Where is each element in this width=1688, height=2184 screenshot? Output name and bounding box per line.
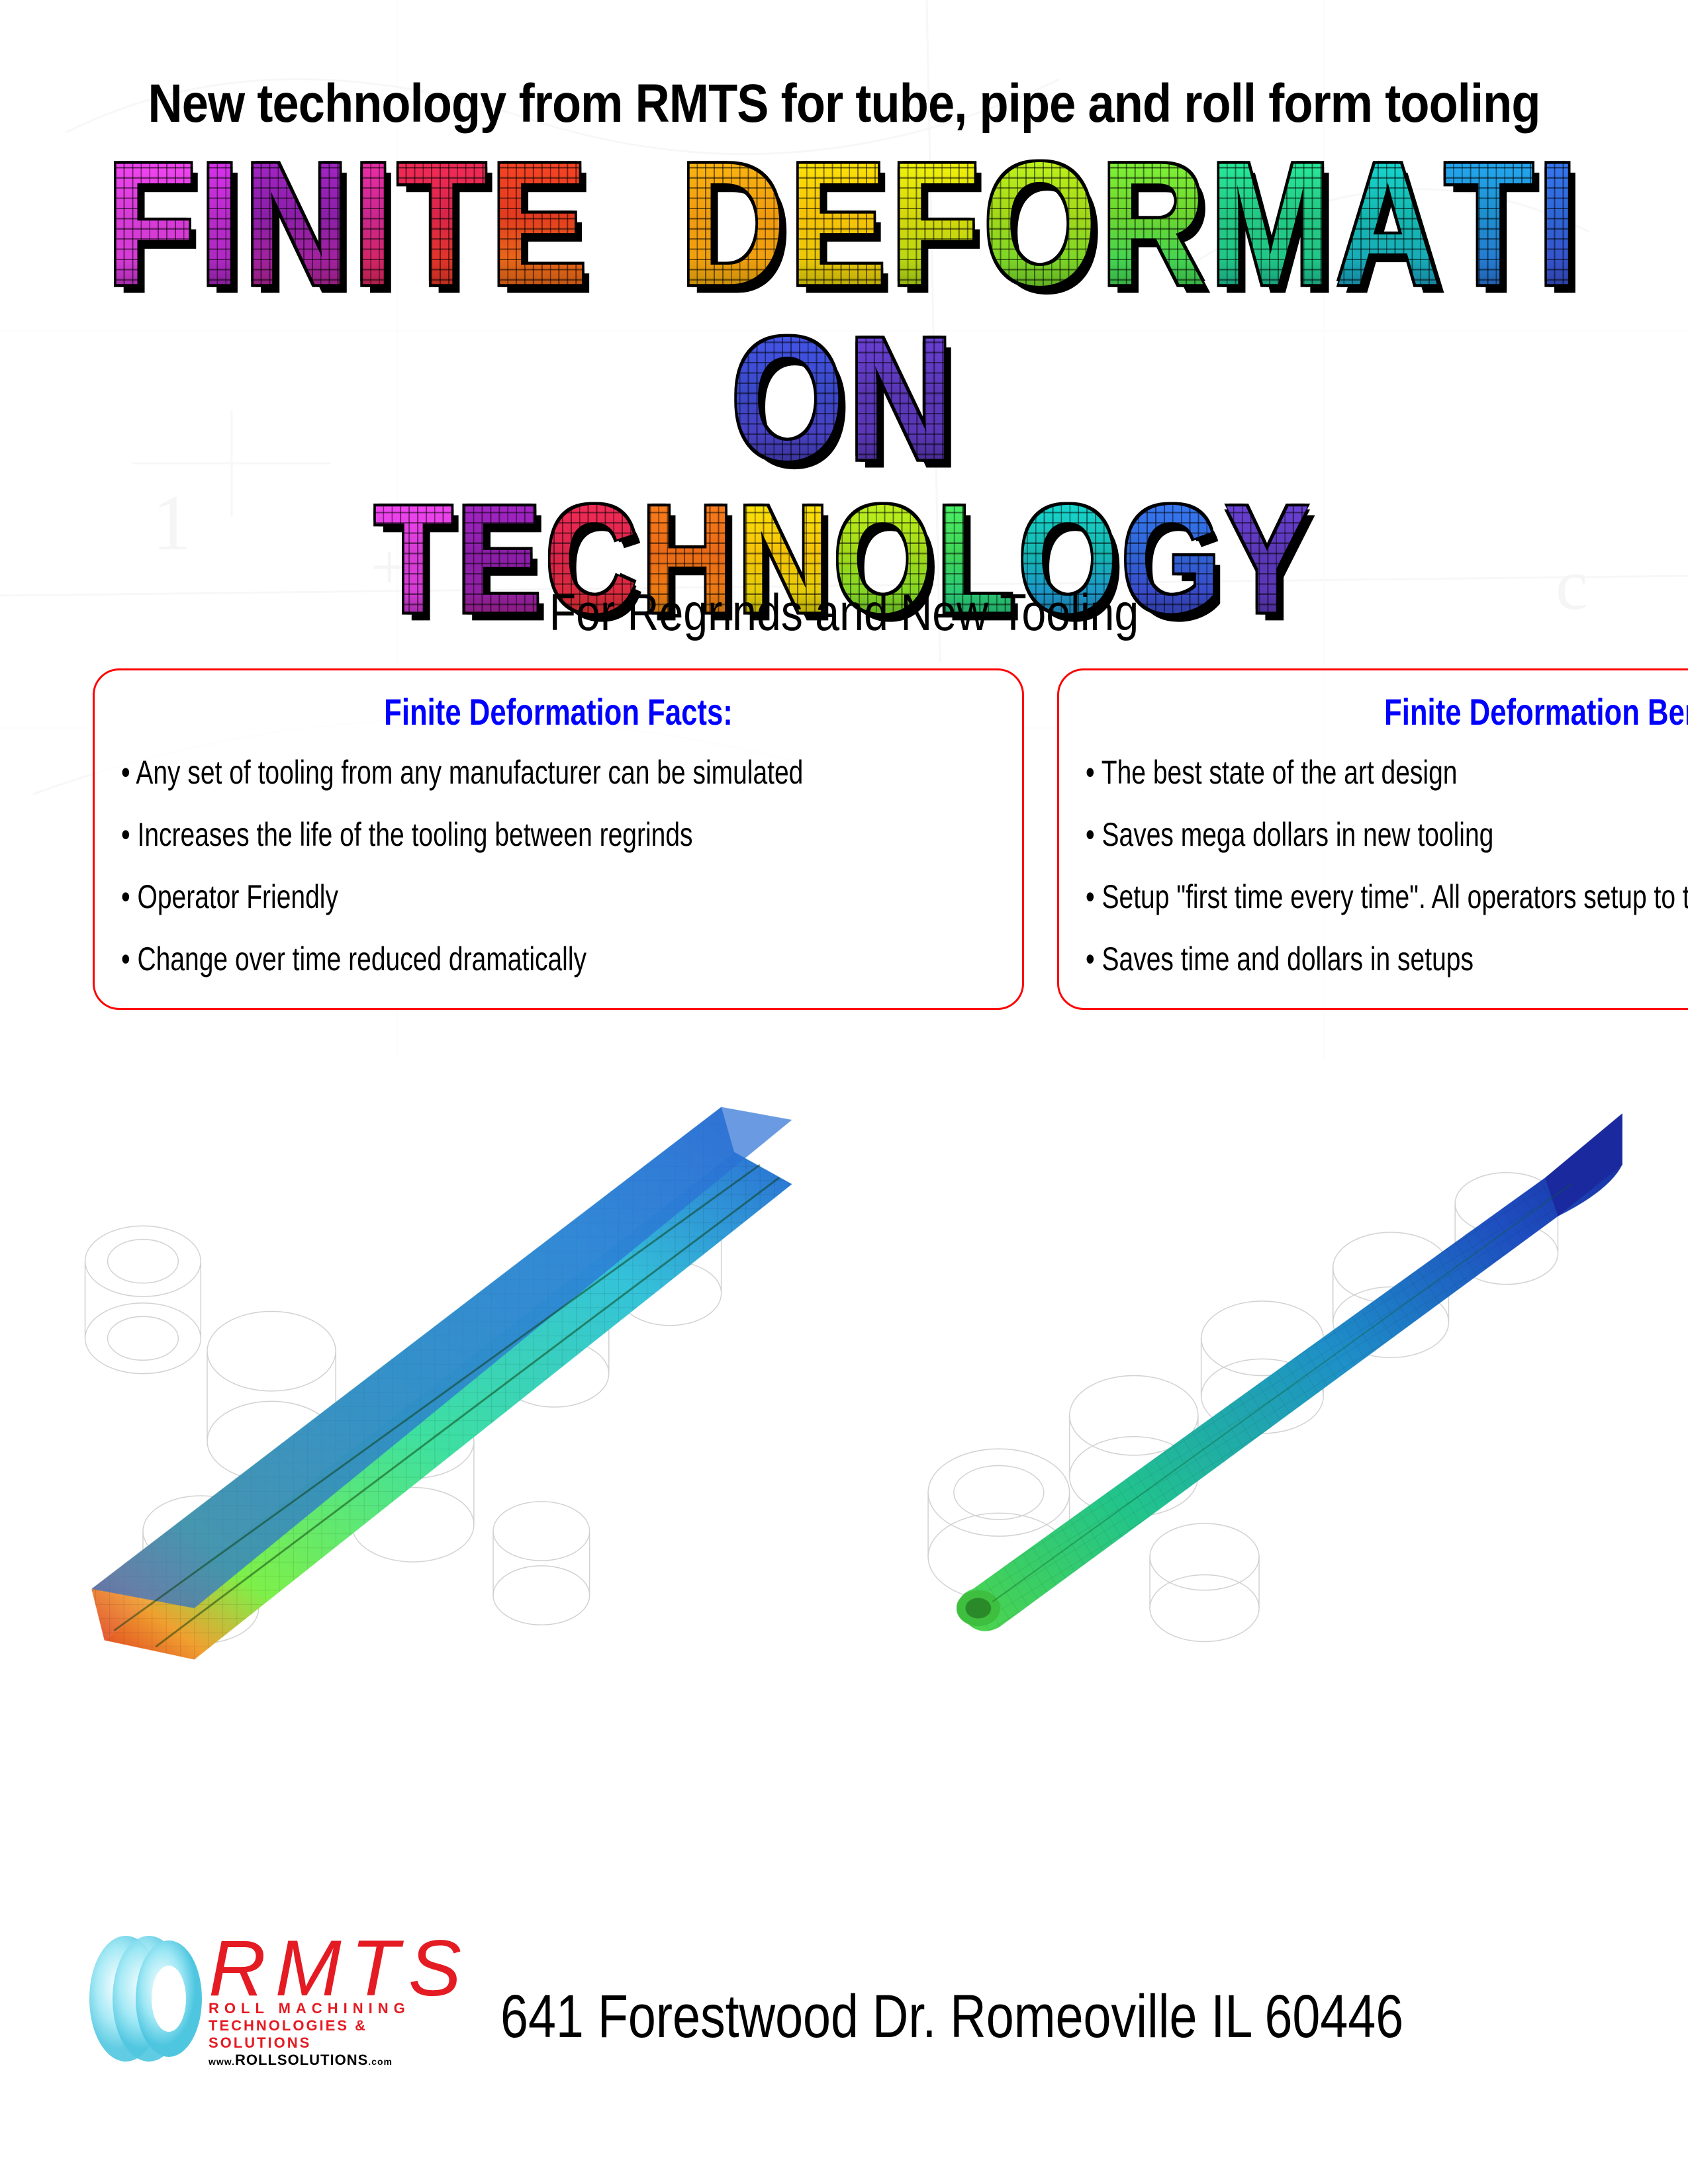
facts-item: Operator Friendly [121,878,803,916]
hero-title: FINITE DEFORMATION TECHNOLOGY [0,152,1688,629]
facts-item: Change over time reduced dramatically [121,940,803,978]
logo-sub2: TECHNOLOGIES & SOLUTIONS [209,2017,471,2052]
benefits-item: Setup "first time every time". All opera… [1086,878,1688,916]
logo-rings-icon [86,1926,205,2065]
benefits-box: Finite Deformation Benefits: The best st… [1057,668,1688,1010]
benefits-item: Saves mega dollars in new tooling [1086,815,1688,854]
benefits-title: Finite Deformation Benefits: [1194,690,1688,733]
facts-item: Increases the life of the tooling betwee… [121,815,803,854]
subtitle: For Regrinds and New Tooling [126,582,1562,643]
logo-url: www.ROLLSOLUTIONS.com [209,2052,471,2069]
benefits-list: The best state of the art design Saves me… [1086,753,1688,978]
benefits-item: Saves time and dollars in setups [1086,940,1688,978]
facts-list: Any set of tooling from any manufacturer… [121,753,996,978]
logo-main: RMTS [209,1933,471,2004]
facts-box: Finite Deformation Facts: Any set of too… [93,668,1024,1010]
rmts-logo: RMTS ROLL MACHINING TECHNOLOGIES & SOLUT… [86,1919,461,2071]
facts-title: Finite Deformation Facts: [217,690,899,733]
simulation-left [53,1072,824,1701]
simulation-right [864,1072,1635,1701]
benefits-item: The best state of the art design [1086,753,1688,792]
facts-item: Any set of tooling from any manufacturer… [121,753,803,792]
address: 641 Forestwood Dr. Romeoville IL 60446 [500,1982,1403,2071]
